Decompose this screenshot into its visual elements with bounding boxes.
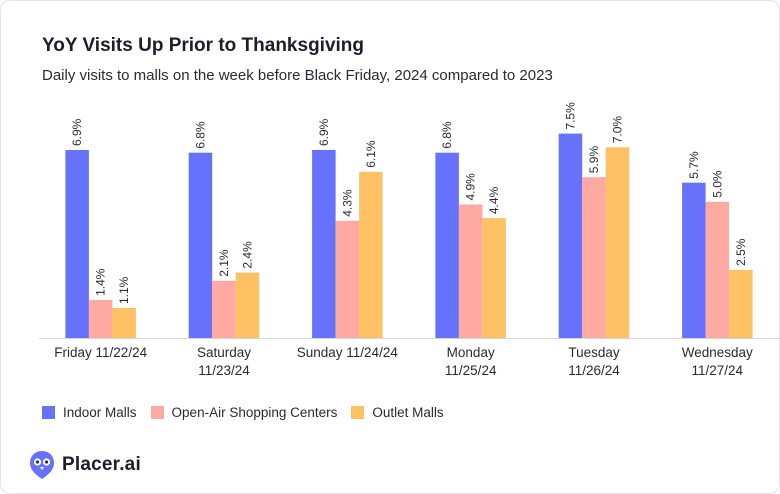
bar <box>558 133 583 338</box>
x-tick-label: Tuesday <box>568 345 620 360</box>
bar <box>212 280 236 338</box>
data-label: 1.1% <box>117 276 131 304</box>
chart-legend: Indoor Malls Open-Air Shopping Centers Out… <box>42 405 458 420</box>
bar <box>482 218 506 338</box>
x-tick-label: 11/27/24 <box>692 363 744 378</box>
bar <box>705 201 730 339</box>
bar <box>435 152 459 338</box>
legend-item: Open-Air Shopping Centers <box>150 405 338 420</box>
x-tick-label: Sunday 11/24/24 <box>297 345 399 360</box>
bar <box>729 269 753 338</box>
x-tick-label: 11/23/24 <box>198 363 250 378</box>
bar <box>88 299 113 338</box>
data-label: 6.8% <box>440 121 454 149</box>
data-label: 6.9% <box>317 118 331 146</box>
x-tick-label: Monday <box>447 345 495 360</box>
x-tick-label: Wednesday <box>682 345 753 360</box>
data-label: 2.5% <box>734 238 748 266</box>
chart-subtitle: Daily visits to malls on the week before… <box>42 67 553 84</box>
data-label: 6.8% <box>194 121 208 149</box>
bar <box>188 152 213 338</box>
data-label: 4.9% <box>464 173 478 201</box>
data-label: 6.1% <box>364 140 378 168</box>
legend-item: Outlet Malls <box>351 405 444 420</box>
data-label: 1.4% <box>94 268 108 296</box>
bar <box>458 204 483 338</box>
data-label: 2.1% <box>217 249 231 277</box>
bar-chart: 6.9% 1.4% 1.1% Friday 11/22/24 6.8% 2.1% 2.4% S… <box>39 102 779 378</box>
data-label: 4.4% <box>487 186 501 214</box>
chart-title: YoY Visits Up Prior to Thanksgiving <box>42 35 365 56</box>
bar <box>359 171 383 338</box>
x-tick-label: Saturday <box>197 345 251 360</box>
legend-swatch <box>150 406 164 419</box>
data-label: 4.3% <box>340 189 354 217</box>
bar <box>112 308 136 338</box>
x-tick-label: Friday 11/22/24 <box>54 345 147 360</box>
legend-label: Open-Air Shopping Centers <box>171 405 338 420</box>
legend-swatch <box>42 406 55 419</box>
data-label: 2.4% <box>241 241 255 269</box>
bar <box>335 220 360 338</box>
data-label: 7.5% <box>564 102 578 130</box>
data-label: 7.0% <box>611 116 625 144</box>
x-tick-label: 11/25/24 <box>445 363 497 378</box>
brand-name: Placer.ai <box>62 454 141 475</box>
legend-label: Indoor Malls <box>63 405 137 420</box>
data-label: 5.0% <box>710 170 724 198</box>
bar <box>312 150 336 338</box>
bar <box>235 272 260 338</box>
bar <box>582 177 606 338</box>
x-tick-label: 11/26/24 <box>568 363 620 378</box>
bar <box>65 150 89 338</box>
data-label: 5.9% <box>587 146 601 174</box>
data-label: 5.7% <box>687 151 701 179</box>
bar <box>682 182 706 338</box>
placer-logo: Placer.ai <box>29 450 141 480</box>
data-label: 6.9% <box>70 118 84 146</box>
placer-owl-icon <box>30 451 54 479</box>
legend-label: Outlet Malls <box>372 405 444 420</box>
bar <box>605 147 630 339</box>
legend-item: Indoor Malls <box>42 405 137 420</box>
legend-swatch <box>351 406 365 419</box>
